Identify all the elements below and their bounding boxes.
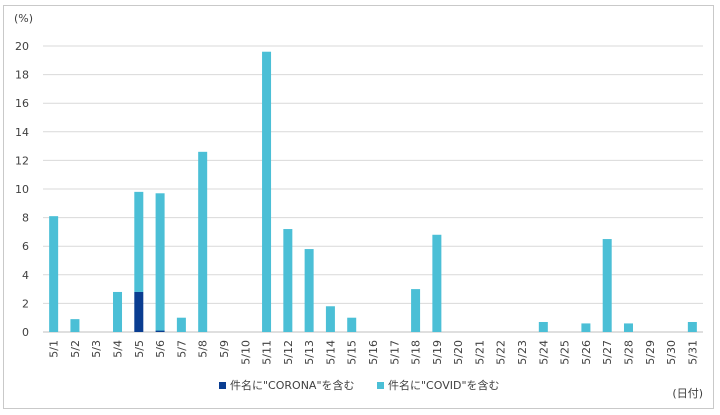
x-tick-label: 5/25 bbox=[559, 340, 572, 365]
bar-covid bbox=[687, 321, 697, 332]
x-tick-label: 5/16 bbox=[367, 340, 380, 365]
legend-swatch-covid bbox=[377, 382, 384, 389]
y-axis-unit-label: (%) bbox=[14, 12, 33, 25]
x-tick-label: 5/24 bbox=[537, 340, 550, 365]
y-tick-label: 6 bbox=[22, 240, 29, 253]
legend-label-corona: 件名に"CORONA"を含む bbox=[230, 378, 355, 392]
x-tick-label: 5/31 bbox=[686, 340, 699, 365]
x-tick-label: 5/8 bbox=[197, 340, 210, 358]
y-tick-label: 0 bbox=[22, 326, 29, 339]
bar-covid bbox=[262, 51, 272, 332]
x-tick-label: 5/4 bbox=[112, 340, 125, 358]
x-tick-label: 5/11 bbox=[261, 340, 274, 365]
x-tick-label: 5/27 bbox=[601, 340, 614, 365]
x-tick-label: 5/5 bbox=[133, 340, 146, 358]
y-tick-label: 4 bbox=[22, 269, 29, 282]
x-tick-label: 5/17 bbox=[388, 340, 401, 365]
y-tick-label: 14 bbox=[15, 126, 29, 139]
bar-covid bbox=[411, 289, 421, 332]
bar-covid bbox=[304, 249, 314, 332]
bar-corona bbox=[134, 291, 144, 332]
bar-corona bbox=[155, 330, 165, 332]
y-tick-label: 16 bbox=[15, 97, 29, 110]
bar-covid bbox=[70, 319, 80, 332]
y-tick-label: 12 bbox=[15, 154, 29, 167]
y-tick-label: 10 bbox=[15, 183, 29, 196]
x-tick-label: 5/30 bbox=[665, 340, 678, 365]
bar-covid bbox=[581, 323, 591, 332]
chart-frame bbox=[3, 5, 714, 409]
x-tick-label: 5/10 bbox=[239, 340, 252, 365]
x-tick-label: 5/7 bbox=[175, 340, 188, 358]
x-tick-label: 5/15 bbox=[346, 340, 359, 365]
y-tick-label: 2 bbox=[22, 297, 29, 310]
bar-covid bbox=[155, 193, 165, 331]
bar-covid bbox=[538, 321, 548, 332]
x-tick-label: 5/12 bbox=[282, 340, 295, 365]
legend-swatch-corona bbox=[219, 382, 226, 389]
y-tick-label: 20 bbox=[15, 40, 29, 53]
bar-covid bbox=[198, 151, 208, 332]
x-tick-label: 5/3 bbox=[90, 340, 103, 358]
bar-covid bbox=[134, 191, 144, 292]
bar-covid bbox=[432, 234, 442, 332]
bar-covid bbox=[283, 229, 293, 332]
y-tick-label: 8 bbox=[22, 212, 29, 225]
x-tick-label: 5/21 bbox=[473, 340, 486, 365]
bar-covid bbox=[113, 291, 123, 332]
bar-covid bbox=[325, 306, 335, 332]
x-tick-label: 5/1 bbox=[48, 340, 61, 358]
y-tick-label: 18 bbox=[15, 69, 29, 82]
x-tick-label: 5/14 bbox=[324, 340, 337, 365]
x-tick-label: 5/28 bbox=[622, 340, 635, 365]
bar-covid bbox=[49, 216, 59, 332]
bar-covid bbox=[602, 239, 612, 332]
x-tick-label: 5/9 bbox=[218, 340, 231, 358]
bar-covid bbox=[623, 323, 633, 332]
x-tick-label: 5/2 bbox=[69, 340, 82, 358]
bar-covid bbox=[347, 317, 357, 332]
x-tick-label: 5/26 bbox=[580, 340, 593, 365]
x-tick-label: 5/19 bbox=[431, 340, 444, 365]
x-tick-label: 5/18 bbox=[410, 340, 423, 365]
legend-label-covid: 件名に"COVID"を含む bbox=[388, 378, 500, 392]
x-tick-label: 5/23 bbox=[516, 340, 529, 365]
bar-covid bbox=[176, 317, 186, 332]
x-tick-label: 5/20 bbox=[452, 340, 465, 365]
x-tick-label: 5/22 bbox=[495, 340, 508, 365]
x-tick-label: 5/6 bbox=[154, 340, 167, 358]
x-axis-unit-label: (日付) bbox=[672, 387, 703, 400]
x-tick-label: 5/29 bbox=[644, 340, 657, 365]
x-tick-label: 5/13 bbox=[303, 340, 316, 365]
